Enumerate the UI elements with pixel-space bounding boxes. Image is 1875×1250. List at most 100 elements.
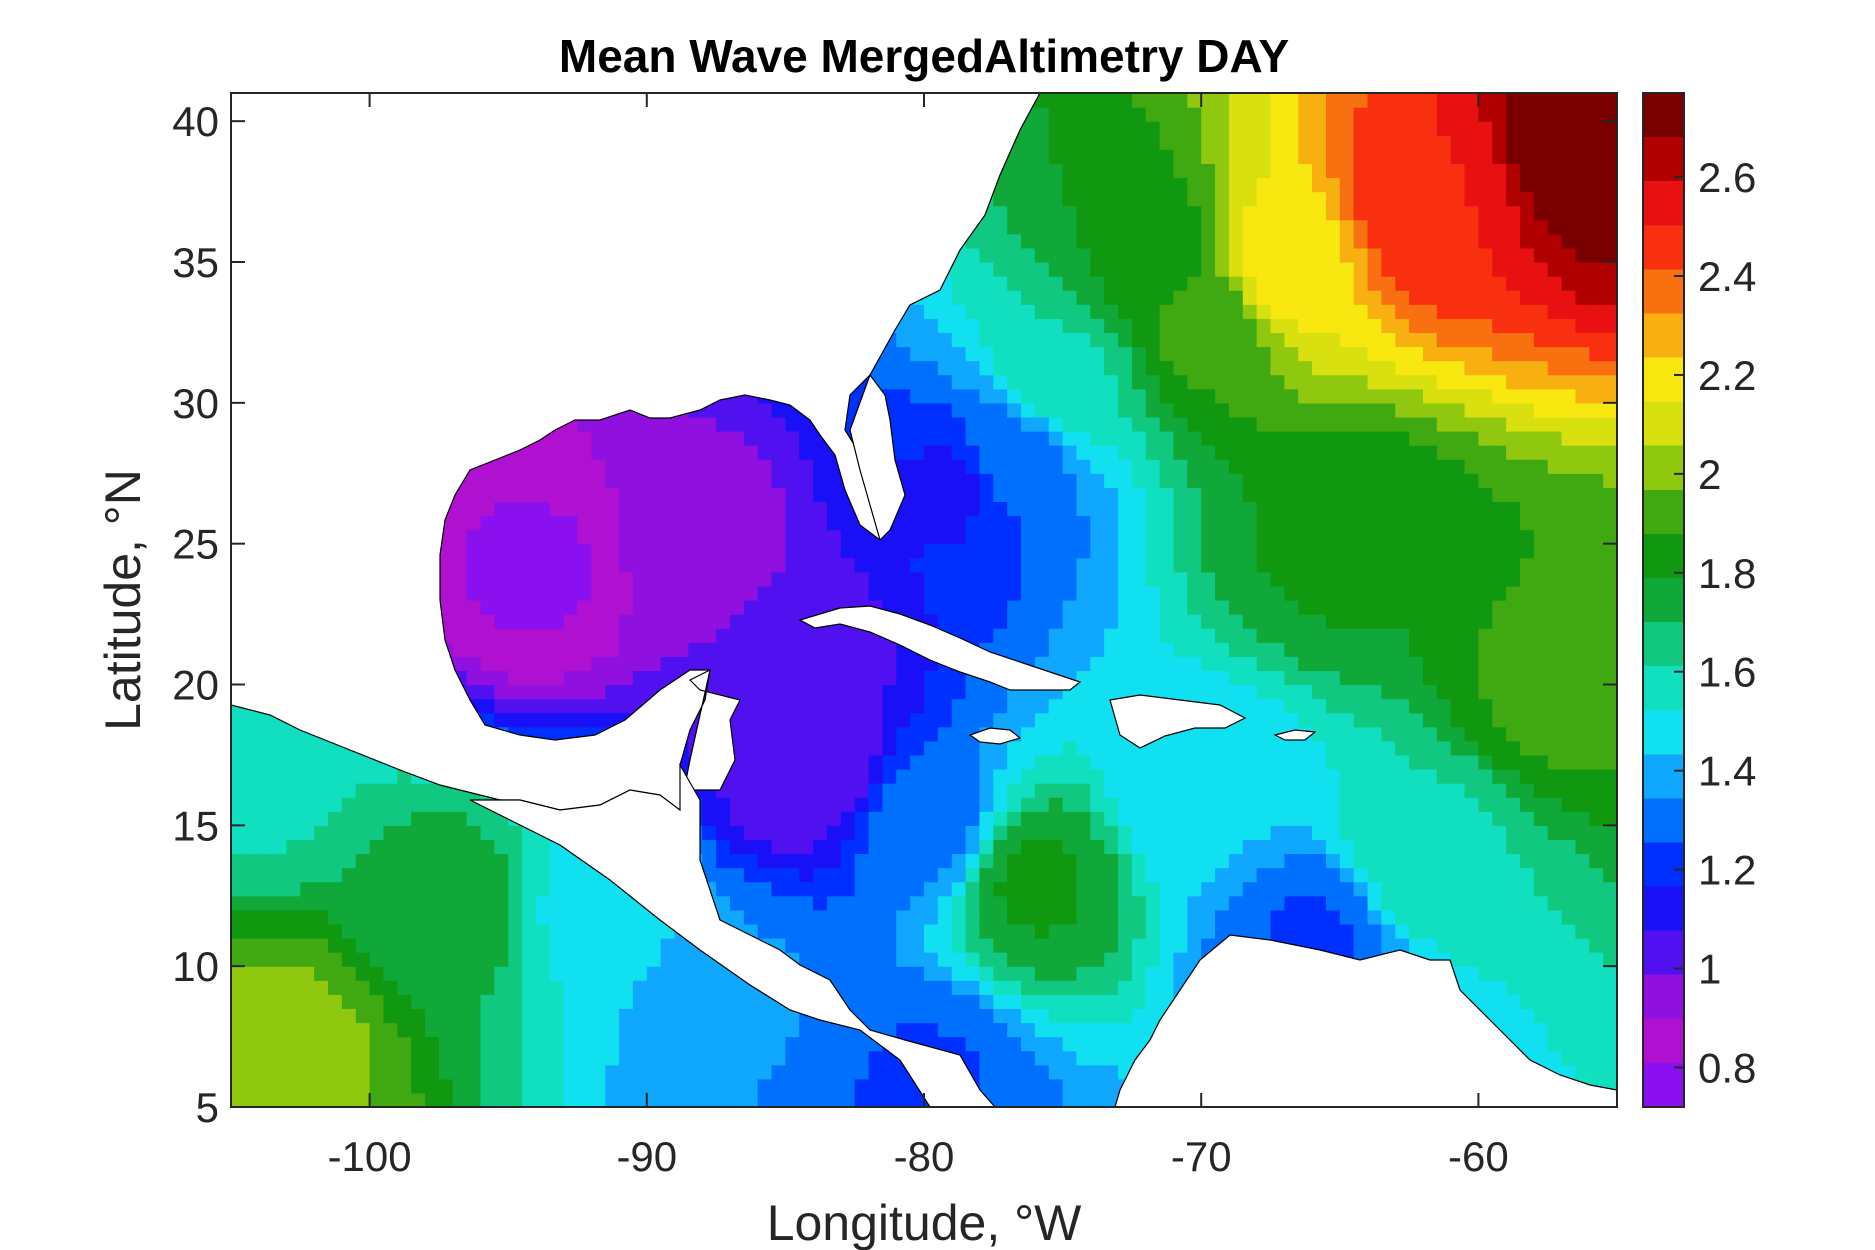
- contour-cell: [383, 1092, 398, 1107]
- contour-cell: [743, 684, 759, 700]
- contour-cell: [965, 529, 981, 545]
- contour-cell: [272, 825, 288, 841]
- contour-cell: [1118, 895, 1133, 911]
- contour-cell: [813, 571, 828, 587]
- contour-cell: [231, 740, 246, 756]
- contour-cell: [757, 797, 773, 812]
- contour-cell: [1090, 318, 1105, 334]
- contour-cell: [702, 1078, 717, 1094]
- contour-cell: [1104, 445, 1119, 460]
- contour-cell: [1159, 107, 1175, 122]
- contour-cell: [619, 543, 634, 559]
- contour-cell: [1104, 656, 1119, 672]
- contour-cell: [369, 952, 385, 967]
- contour-cell: [314, 1050, 329, 1066]
- contour-cell: [702, 966, 717, 981]
- contour-cell: [619, 656, 634, 672]
- contour-cell: [716, 585, 731, 601]
- contour-cell: [674, 952, 689, 967]
- contour-cell: [411, 1008, 426, 1024]
- contour-cell: [1062, 290, 1078, 305]
- contour-cell: [771, 1008, 786, 1024]
- contour-cell: [1062, 515, 1078, 531]
- contour-cell: [813, 501, 828, 517]
- contour-cell: [1104, 304, 1119, 319]
- contour-cell: [535, 628, 551, 643]
- contour-cell: [1145, 276, 1161, 291]
- contour-cell: [1034, 360, 1050, 376]
- contour-cell: [1159, 374, 1175, 390]
- contour-cell: [937, 374, 953, 390]
- contour-cell: [632, 487, 648, 503]
- contour-cell: [1104, 1022, 1119, 1038]
- contour-cell: [854, 1064, 870, 1080]
- contour-cell: [924, 557, 939, 573]
- contour-cell: [951, 966, 967, 981]
- contour-cell: [813, 1092, 828, 1107]
- contour-cell: [743, 656, 759, 672]
- contour-cell: [965, 811, 981, 826]
- contour-cell: [355, 783, 371, 798]
- contour-cell: [702, 1064, 717, 1080]
- contour-cell: [1118, 445, 1133, 460]
- contour-cell: [314, 980, 329, 995]
- contour-cell: [619, 1022, 634, 1038]
- contour-cell: [674, 1078, 689, 1094]
- contour-cell: [286, 769, 301, 784]
- contour-cell: [1076, 163, 1091, 179]
- contour-cell: [924, 712, 939, 728]
- contour-cell: [369, 839, 385, 855]
- contour-cell: [979, 402, 994, 418]
- contour-cell: [508, 557, 523, 573]
- contour-cell: [674, 628, 689, 643]
- contour-cell: [1048, 825, 1064, 841]
- contour-cell: [605, 656, 620, 672]
- contour-cell: [882, 938, 897, 953]
- contour-cell: [1048, 1064, 1064, 1080]
- contour-cell: [813, 670, 828, 686]
- contour-cell: [854, 529, 870, 545]
- contour-cell: [1076, 388, 1091, 404]
- contour-cell: [1145, 994, 1161, 1010]
- contour-cell: [577, 656, 592, 672]
- contour-cell: [314, 1064, 329, 1080]
- contour-cell: [369, 783, 385, 798]
- contour-cell: [1048, 712, 1064, 728]
- contour-cell: [1187, 938, 1202, 953]
- contour-cell: [1159, 614, 1175, 629]
- contour-cell: [231, 1008, 246, 1024]
- contour-cell: [1021, 797, 1036, 812]
- contour-cell: [355, 952, 371, 967]
- contour-cell: [1076, 797, 1091, 812]
- contour-cell: [854, 853, 870, 869]
- contour-cell: [397, 895, 412, 911]
- contour-cell: [605, 445, 620, 460]
- contour-cell: [937, 895, 953, 911]
- contour-cell: [924, 346, 939, 362]
- contour-cell: [314, 1092, 329, 1107]
- contour-cell: [563, 980, 579, 995]
- contour-cell: [979, 360, 994, 376]
- contour-cell: [1145, 177, 1161, 193]
- contour-cell: [840, 571, 856, 587]
- contour-cell: [452, 1064, 468, 1080]
- contour-cell: [910, 346, 925, 362]
- contour-cell: [619, 600, 634, 615]
- contour-cell: [1021, 177, 1036, 193]
- contour-cell: [494, 600, 509, 615]
- contour-cell: [1187, 825, 1202, 841]
- contour-cell: [535, 656, 551, 672]
- contour-cell: [494, 628, 509, 643]
- contour-cell: [632, 571, 648, 587]
- contour-cell: [383, 1064, 398, 1080]
- contour-cell: [272, 754, 288, 770]
- contour-cell: [910, 825, 925, 841]
- contour-cell: [605, 600, 620, 615]
- contour-cell: [965, 571, 981, 587]
- contour-cell: [1062, 966, 1078, 981]
- contour-cell: [508, 825, 523, 841]
- contour-cell: [231, 867, 246, 883]
- contour-cell: [757, 994, 773, 1010]
- contour-cell: [1131, 557, 1147, 573]
